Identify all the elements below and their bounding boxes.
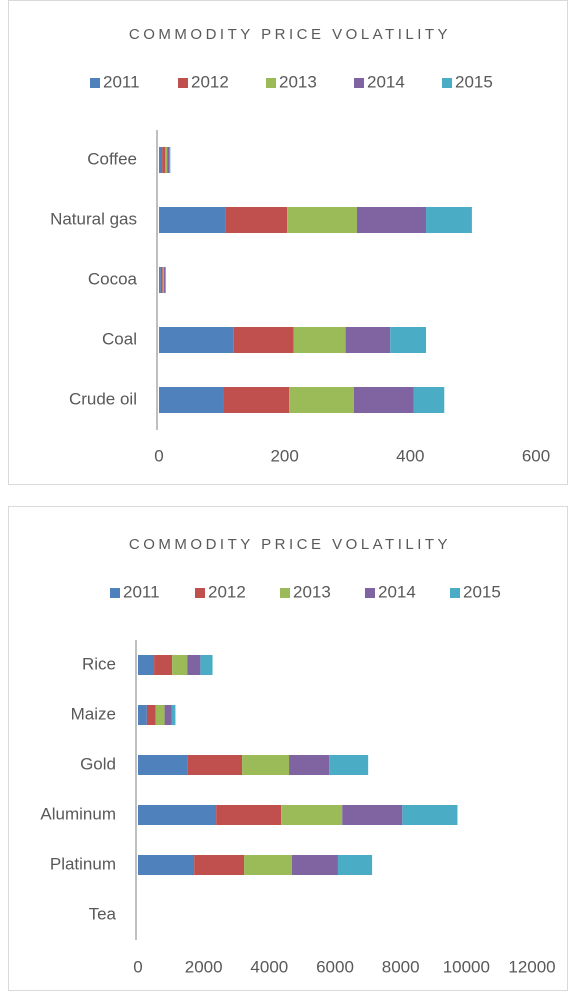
bar-segment	[138, 805, 217, 825]
bar-segment	[281, 805, 343, 825]
legend-label: 2011	[123, 582, 160, 601]
y-tick-label: Coffee	[87, 149, 137, 168]
legend-swatch	[195, 588, 205, 598]
x-tick-label: 12000	[508, 957, 555, 976]
bar-segment	[293, 327, 346, 353]
bar-segment	[162, 147, 166, 173]
y-tick-label: Coal	[102, 329, 137, 348]
legend-label: 2013	[279, 72, 317, 91]
bar-segment	[216, 805, 282, 825]
legend-label: 2015	[463, 582, 501, 601]
x-tick-label: 0	[133, 957, 142, 976]
bar-segment	[289, 387, 354, 413]
x-tick-label: 8000	[382, 957, 420, 976]
bar-segment	[165, 267, 166, 293]
bar-segment	[225, 207, 288, 233]
legend-label: 2014	[378, 582, 416, 601]
bar-segment	[167, 147, 170, 173]
legend-label: 2011	[103, 72, 140, 91]
bar-segment	[287, 207, 357, 233]
bar-segment	[162, 267, 165, 293]
y-tick-label: Cocoa	[88, 269, 138, 288]
y-tick-label: Natural gas	[50, 209, 137, 228]
bar-segment	[165, 147, 168, 173]
bar-segment	[171, 705, 176, 725]
legend-label: 2012	[191, 72, 229, 91]
bar-segment	[159, 147, 163, 173]
bar-segment	[160, 267, 163, 293]
legend-swatch	[266, 78, 276, 88]
bar-segment	[159, 207, 226, 233]
y-tick-label: Rice	[82, 654, 116, 673]
bar-segment	[223, 387, 290, 413]
bar-segment	[138, 655, 155, 675]
legend-swatch	[110, 588, 120, 598]
bar-segment	[164, 267, 166, 293]
bar-segment	[342, 805, 403, 825]
bar-segment	[402, 805, 458, 825]
legend-label: 2013	[293, 582, 331, 601]
chart-title: COMMODITY PRICE VOLATILITY	[129, 536, 451, 553]
bar-segment	[159, 267, 161, 293]
bar-segment	[345, 327, 391, 353]
bar-segment	[138, 855, 195, 875]
x-tick-label: 600	[522, 446, 550, 465]
bar-segment	[242, 755, 290, 775]
legend-swatch	[354, 78, 364, 88]
bar-segment	[172, 655, 188, 675]
legend-swatch	[365, 588, 375, 598]
legend-swatch	[90, 78, 100, 88]
bar-segment	[138, 705, 147, 725]
bar-segment	[289, 755, 330, 775]
bar-segment	[356, 207, 427, 233]
bar-segment	[169, 147, 171, 173]
y-tick-label: Crude oil	[69, 389, 137, 408]
legend-swatch	[280, 588, 290, 598]
legend-swatch	[178, 78, 188, 88]
bar-segment	[187, 655, 201, 675]
bar-segment	[155, 705, 165, 725]
bar-segment	[353, 387, 414, 413]
bar-segment	[426, 207, 472, 233]
chart-frame	[8, 506, 568, 991]
legend-label: 2015	[455, 72, 493, 91]
bar-segment	[194, 855, 245, 875]
x-tick-label: 400	[396, 446, 424, 465]
legend-swatch	[450, 588, 460, 598]
bar-segment	[329, 755, 369, 775]
legend-swatch	[442, 78, 452, 88]
chart-title: COMMODITY PRICE VOLATILITY	[129, 26, 451, 43]
y-tick-label: Gold	[80, 754, 116, 773]
bar-segment	[244, 855, 292, 875]
bar-segment	[164, 705, 172, 725]
y-tick-label: Tea	[89, 904, 117, 923]
bar-segment	[138, 755, 188, 775]
bar-segment	[233, 327, 294, 353]
x-tick-label: 4000	[250, 957, 288, 976]
bar-segment	[413, 387, 445, 413]
legend-label: 2014	[367, 72, 405, 91]
bar-segment	[337, 855, 373, 875]
bar-segment	[159, 327, 234, 353]
y-tick-label: Platinum	[50, 854, 116, 873]
bar-segment	[200, 655, 213, 675]
legend-label: 2012	[208, 582, 246, 601]
x-tick-label: 200	[270, 446, 298, 465]
bar-segment	[146, 705, 156, 725]
bar-segment	[159, 387, 224, 413]
y-tick-label: Aluminum	[40, 804, 116, 823]
x-tick-label: 10000	[443, 957, 490, 976]
x-tick-label: 2000	[185, 957, 223, 976]
y-tick-label: Maize	[71, 704, 116, 723]
bar-segment	[154, 655, 173, 675]
bar-segment	[291, 855, 338, 875]
x-tick-label: 0	[154, 446, 163, 465]
x-tick-label: 6000	[316, 957, 354, 976]
bar-segment	[390, 327, 427, 353]
bar-segment	[187, 755, 243, 775]
